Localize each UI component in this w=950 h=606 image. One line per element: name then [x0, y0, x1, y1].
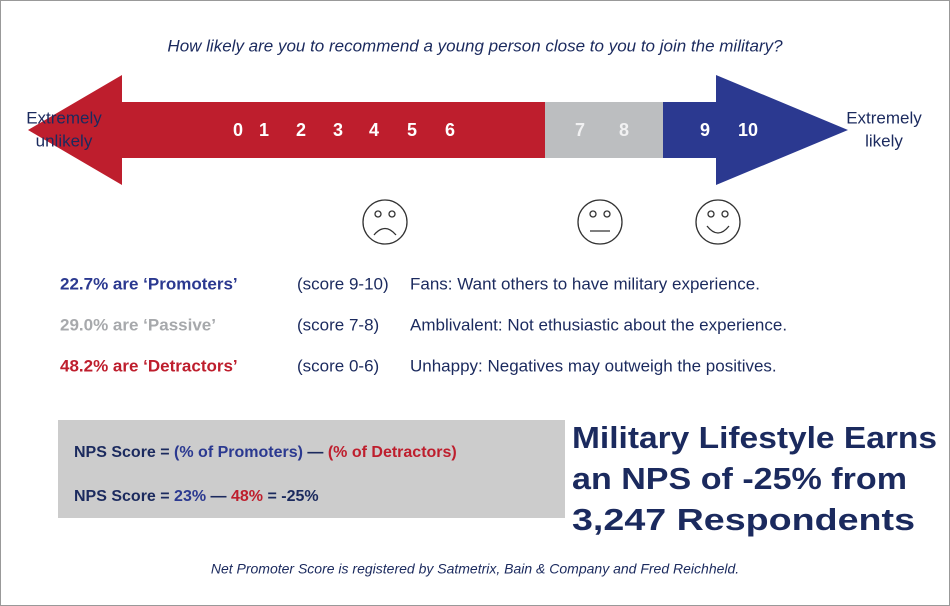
neutral-face: [577, 199, 623, 245]
headline: Military Lifestyle Earns: [572, 420, 937, 455]
formula-line: NPS Score = 23% — 48% = -25%: [74, 488, 319, 505]
happy-face: [695, 199, 741, 245]
formula-part: —: [303, 444, 328, 461]
headline: 3,247 Respondents: [572, 502, 915, 537]
group-share: 29.0% are ‘Passive’: [60, 315, 216, 334]
formula-part: 23%: [174, 488, 206, 505]
group-description: Amblivalent: Not ethusiastic about the e…: [410, 315, 787, 334]
formula-part: —: [206, 488, 231, 505]
group-share: 22.7% are ‘Promoters’: [60, 274, 238, 293]
left-label: Extremely: [26, 108, 102, 127]
question: How likely are you to recommend a young …: [167, 36, 783, 55]
formula-part: NPS Score =: [74, 444, 174, 461]
mouth: [706, 225, 730, 234]
formula-part: NPS Score =: [74, 488, 174, 505]
formula-part: = -25%: [263, 488, 319, 505]
eye: [707, 210, 715, 218]
detractor-arrow: [28, 75, 545, 185]
scale-number: 10: [738, 120, 758, 140]
scale-number: 8: [619, 120, 629, 140]
group-range: (score 0-6): [297, 356, 379, 375]
scale-number: 9: [700, 120, 710, 140]
promoter-arrow: [663, 75, 848, 185]
scale-number: 6: [445, 120, 455, 140]
group-share: 48.2% are ‘Detractors’: [60, 356, 238, 375]
left-label: unlikely: [36, 131, 93, 150]
scale-number: 2: [296, 120, 306, 140]
group-range: (score 7-8): [297, 315, 379, 334]
scale-number: 1: [259, 120, 269, 140]
group-range: (score 9-10): [297, 274, 389, 293]
scale-number: 4: [369, 120, 379, 140]
faces: [362, 199, 741, 245]
group-description: Unhappy: Negatives may outweigh the posi…: [410, 356, 777, 375]
eye: [374, 210, 382, 218]
scale-number: 0: [233, 120, 243, 140]
headline: an NPS of -25% from: [572, 461, 907, 496]
formula-part: (% of Promoters): [174, 444, 303, 461]
sad-face: [362, 199, 408, 245]
passive-band: [545, 102, 663, 158]
scale-numbers: 0 1 2 3 4 5 6 7 8 9 10: [233, 120, 758, 140]
eye: [589, 210, 597, 218]
eye: [721, 210, 729, 218]
right-label: likely: [865, 131, 903, 150]
formula-part: (% of Detractors): [328, 444, 457, 461]
formula-line: NPS Score = (% of Promoters) — (% of Det…: [74, 444, 457, 461]
footnote: Net Promoter Score is registered by Satm…: [211, 561, 739, 577]
formula-box: [58, 420, 565, 518]
scale-number: 7: [575, 120, 585, 140]
group-description: Fans: Want others to have military exper…: [410, 274, 760, 293]
groups: 22.7% are ‘Promoters’ (score 9-10) Fans: W…: [60, 274, 787, 375]
scale-number: 3: [333, 120, 343, 140]
scale-number: 5: [407, 120, 417, 140]
mouth: [373, 227, 397, 236]
eye: [603, 210, 611, 218]
right-label: Extremely: [846, 108, 922, 127]
eye: [388, 210, 396, 218]
formula-part: 48%: [231, 488, 263, 505]
